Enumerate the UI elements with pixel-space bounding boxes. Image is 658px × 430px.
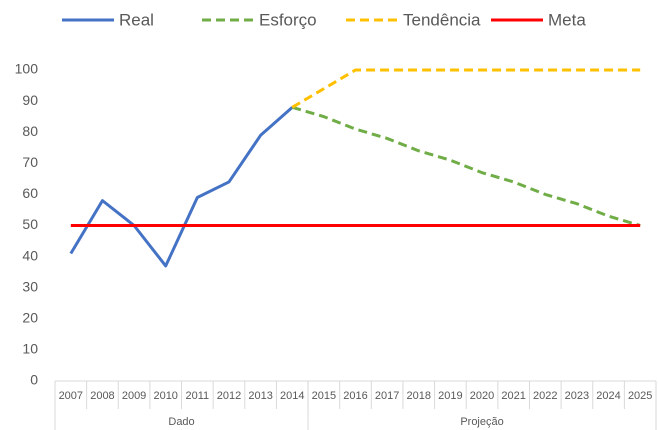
y-tick-label: 90 — [22, 92, 38, 108]
y-tick-label: 0 — [30, 372, 38, 388]
x-tick-label: 2021 — [501, 390, 525, 402]
x-tick-label: 2023 — [565, 390, 589, 402]
x-tick-label: 2012 — [217, 390, 241, 402]
x-tick-label: 2009 — [122, 390, 146, 402]
x-tick-label: 2017 — [375, 390, 399, 402]
y-tick-label: 80 — [22, 123, 38, 139]
legend-label: Tendência — [403, 10, 481, 29]
y-tick-label: 30 — [22, 278, 38, 294]
x-tick-label: 2025 — [628, 390, 652, 402]
y-tick-label: 40 — [22, 247, 38, 263]
y-tick-label: 70 — [22, 154, 38, 170]
y-tick-label: 10 — [22, 341, 38, 357]
y-tick-label: 60 — [22, 185, 38, 201]
legend-label: Meta — [548, 10, 586, 29]
group-label: Projeção — [460, 416, 503, 428]
x-tick-label: 2015 — [312, 390, 336, 402]
x-tick-label: 2022 — [533, 390, 557, 402]
x-tick-label: 2020 — [470, 390, 494, 402]
series-line — [69, 106, 294, 268]
group-label: Dado — [168, 416, 194, 428]
x-tick-label: 2019 — [438, 390, 462, 402]
x-tick-label: 2013 — [248, 390, 272, 402]
series-line — [291, 105, 641, 227]
x-tick-label: 2007 — [59, 390, 83, 402]
y-tick-label: 100 — [15, 61, 39, 77]
series-line — [291, 68, 641, 109]
x-tick-label: 2016 — [343, 390, 367, 402]
y-tick-label: 20 — [22, 310, 38, 326]
x-tick-label: 2024 — [596, 390, 620, 402]
x-tick-label: 2011 — [186, 390, 210, 402]
x-tick-label: 2018 — [407, 390, 431, 402]
x-tick-label: 2010 — [153, 390, 177, 402]
y-tick-label: 50 — [22, 216, 38, 232]
x-tick-label: 2008 — [90, 390, 114, 402]
legend-label: Esforço — [259, 10, 317, 29]
legend-label: Real — [119, 10, 154, 29]
x-tick-label: 2014 — [280, 390, 304, 402]
